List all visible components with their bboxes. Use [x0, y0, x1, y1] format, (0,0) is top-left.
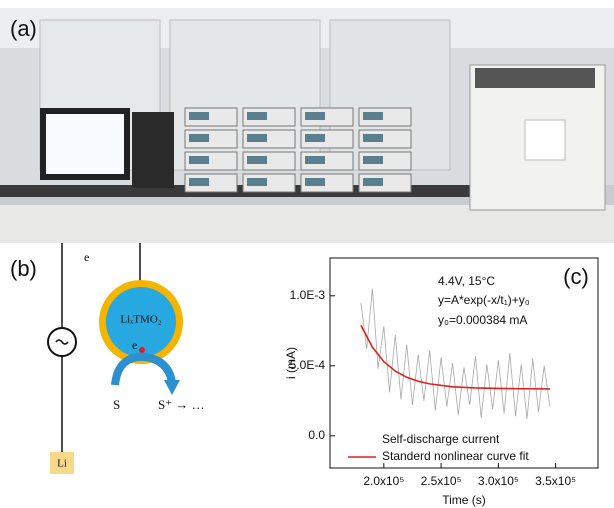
instrument-display — [247, 178, 267, 186]
instrument-display — [305, 112, 325, 120]
instrument-display — [189, 178, 209, 186]
y-tick-label: 1.0E-3 — [290, 288, 326, 302]
electron-label: e — [84, 250, 89, 264]
instrument-display — [305, 156, 325, 164]
instrument-display — [363, 134, 383, 142]
annotation: y=A*exp(-x/t₁)+y₀ — [438, 293, 530, 307]
annotation: 4.4V, 15°C — [438, 274, 495, 288]
data-line — [361, 325, 550, 389]
y-tick-label: 0.0 — [308, 428, 325, 442]
anode-label: Li — [57, 458, 67, 470]
instrument-display — [363, 112, 383, 120]
x-tick-label: 2.0x10⁵ — [363, 474, 404, 488]
instrument-display — [305, 134, 325, 142]
panel-label: (b) — [10, 256, 37, 281]
instrument-display — [189, 156, 209, 164]
x-tick-label: 2.5x10⁵ — [421, 474, 462, 488]
instrument-display — [247, 156, 267, 164]
electron-label: e — [132, 338, 137, 352]
x-axis-label: Time (s) — [442, 493, 486, 507]
instrument-display — [247, 112, 267, 120]
figure: (a) (b) e LiₓTMO₂ e S S⁺ → … Li (c) 4.4V… — [0, 0, 614, 508]
particle-label: LiₓTMO₂ — [120, 314, 161, 326]
instrument-display — [247, 134, 267, 142]
panel-label: (a) — [10, 16, 37, 41]
instrument-display — [363, 178, 383, 186]
instrument-display — [305, 178, 325, 186]
instrument-display — [189, 134, 209, 142]
annotation: y₀=0.000384 mA — [438, 313, 527, 327]
legend-label: Self-discharge current — [382, 432, 500, 446]
reactant-label: S — [113, 397, 120, 412]
product-label: S⁺ → … — [158, 397, 205, 412]
instrument-display — [189, 112, 209, 120]
instrument-display — [363, 156, 383, 164]
data-line — [361, 289, 550, 419]
legend-label: Standerd nonlinear curve fit — [382, 449, 529, 463]
panel-label: (c) — [563, 264, 589, 289]
x-tick-label: 3.5x10⁵ — [535, 474, 576, 488]
schematic — [48, 243, 183, 474]
x-tick-label: 3.0x10⁵ — [478, 474, 519, 488]
y-tick-label: 5.0E-4 — [290, 358, 326, 372]
